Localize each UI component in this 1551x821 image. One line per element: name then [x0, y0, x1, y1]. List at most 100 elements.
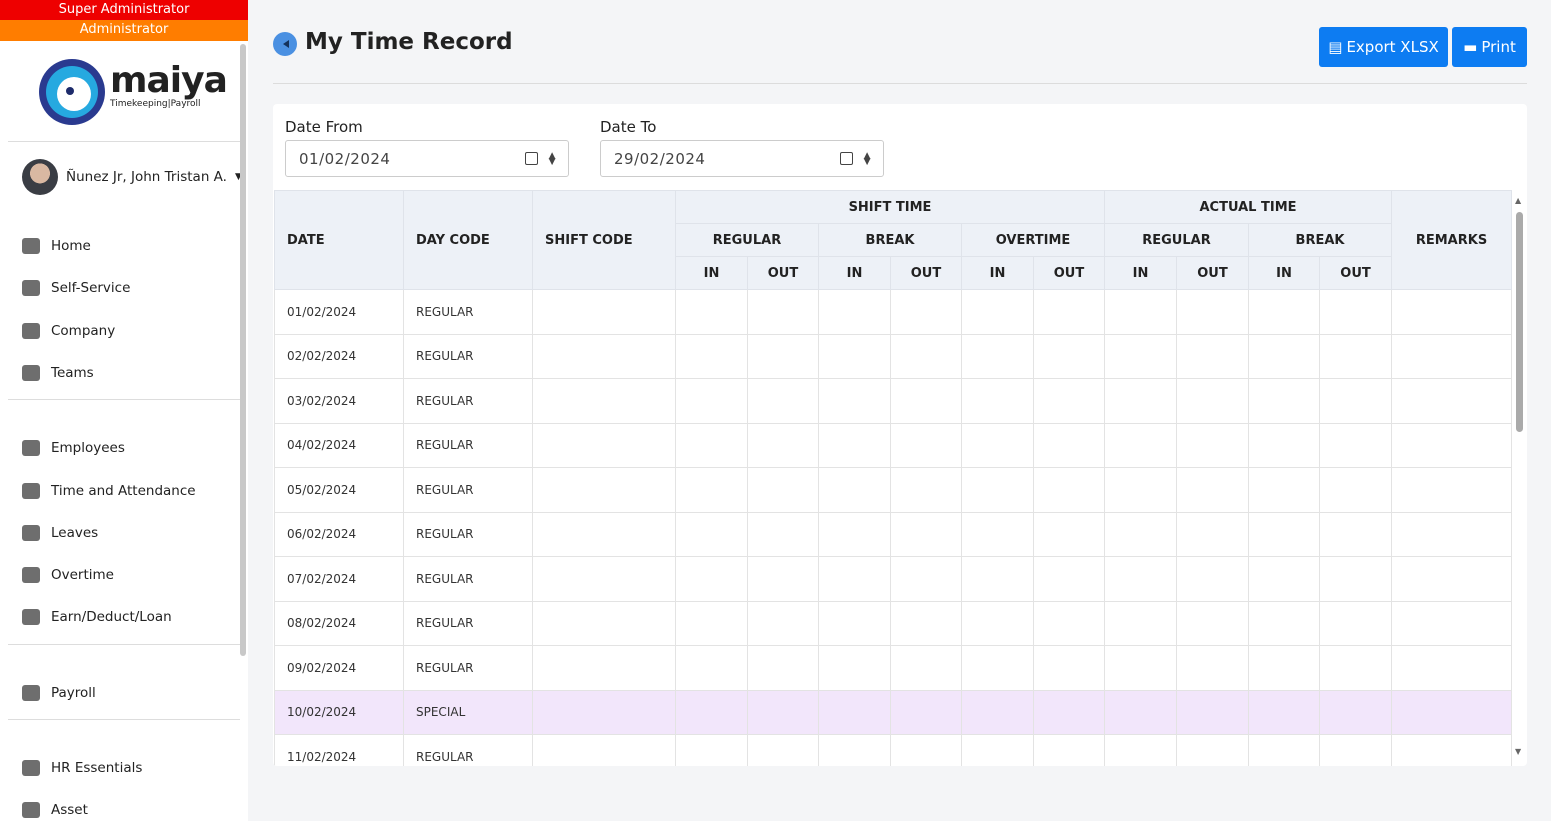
- empty-cell: [1033, 734, 1105, 766]
- empty-cell: [818, 289, 891, 335]
- menu-icon: [22, 684, 40, 701]
- empty-cell: [747, 378, 819, 424]
- empty-cell: [747, 333, 819, 379]
- empty-cell: [1248, 289, 1320, 335]
- empty-cell: [961, 422, 1034, 468]
- empty-cell: [1033, 689, 1105, 735]
- empty-cell: [1176, 333, 1249, 379]
- empty-cell: [961, 467, 1034, 513]
- table-row: 10/02/2024 SPECIAL: [274, 689, 1512, 735]
- empty-cell: [747, 289, 819, 335]
- in-out-header: IN: [675, 256, 748, 290]
- empty-cell: [1033, 422, 1105, 468]
- empty-cell: [1104, 511, 1177, 557]
- menu-item[interactable]: Employees: [22, 440, 125, 457]
- empty-cell: [1104, 734, 1177, 766]
- subgroup-header: BREAK: [1247, 223, 1393, 257]
- menu-label: Leaves: [51, 524, 99, 541]
- empty-cell: [675, 333, 748, 379]
- menu-item[interactable]: Payroll: [22, 684, 96, 701]
- empty-cell: [961, 289, 1034, 335]
- empty-cell: [532, 289, 676, 335]
- menu-item[interactable]: Asset: [22, 802, 88, 819]
- in-out-header: OUT: [1033, 256, 1105, 290]
- menu-item[interactable]: Teams: [22, 364, 94, 381]
- empty-cell: [890, 511, 962, 557]
- menu-label: Company: [51, 322, 116, 339]
- print-button[interactable]: ▬ Print: [1452, 27, 1527, 67]
- empty-cell: [818, 378, 891, 424]
- empty-cell: [1318, 422, 1393, 468]
- empty-cell: [890, 289, 962, 335]
- menu-icon: [22, 238, 40, 254]
- empty-cell: [675, 689, 748, 735]
- empty-cell: [1176, 734, 1249, 766]
- group-header: SHIFT TIME: [675, 190, 1105, 224]
- menu-item[interactable]: HR Essentials: [22, 760, 142, 776]
- table-scrollbar[interactable]: ▲ ▼: [1515, 196, 1523, 756]
- table-row: 09/02/2024 REGULAR: [274, 645, 1512, 691]
- logo-mark: [39, 59, 105, 125]
- table-row: 06/02/2024 REGULAR: [274, 511, 1512, 557]
- day-code-cell: REGULAR: [403, 556, 533, 602]
- column-header: DATE: [274, 190, 404, 290]
- menu-item[interactable]: Leaves: [22, 524, 99, 541]
- day-code-cell: REGULAR: [403, 600, 533, 646]
- day-code-cell: REGULAR: [403, 378, 533, 424]
- empty-cell: [1104, 645, 1177, 691]
- table-row: 11/02/2024 REGULAR: [274, 734, 1512, 766]
- user-menu[interactable]: Ñunez Jr, John Tristan A. ▼: [22, 159, 242, 195]
- avatar: [22, 159, 58, 195]
- empty-cell: [818, 734, 891, 766]
- empty-cell: [890, 556, 962, 602]
- empty-cell: [532, 511, 676, 557]
- empty-cell: [1176, 511, 1249, 557]
- empty-cell: [1318, 645, 1393, 691]
- menu-icon: [22, 482, 40, 499]
- menu-item[interactable]: Earn/Deduct/Loan: [22, 609, 172, 626]
- menu-label: Employees: [51, 440, 125, 457]
- empty-cell: [747, 600, 819, 646]
- empty-cell: [1176, 422, 1249, 468]
- empty-cell: [675, 600, 748, 646]
- menu-label: Overtime: [51, 567, 114, 584]
- date-input[interactable]: 01/02/2024 ▲ ▼: [285, 140, 569, 177]
- column-header: SHIFT CODE: [532, 190, 676, 290]
- subgroup-header: BREAK: [818, 223, 962, 257]
- menu-item[interactable]: Time and Attendance: [22, 482, 196, 499]
- column-header: REMARKS: [1391, 190, 1512, 290]
- day-code-cell: REGULAR: [403, 422, 533, 468]
- in-out-header: IN: [1248, 256, 1320, 290]
- table-row: 05/02/2024 REGULAR: [274, 467, 1512, 513]
- empty-cell: [675, 734, 748, 766]
- empty-cell: [818, 467, 891, 513]
- empty-cell: [890, 467, 962, 513]
- logo[interactable]: maiya Timekeeping|Payroll: [38, 58, 228, 128]
- empty-cell: [890, 422, 962, 468]
- menu-icon: [22, 609, 40, 626]
- empty-cell: [1391, 333, 1512, 379]
- back-button[interactable]: [273, 32, 297, 56]
- date-cell: 10/02/2024: [274, 689, 404, 735]
- record-card: Date From 01/02/2024 ▲ ▼ Date To 29/02/2024 ▲ ▼…: [273, 104, 1527, 766]
- time-record-table: DATE DAY CODE SHIFT CODE SHIFT TIME ACTUAL T…: [274, 190, 1512, 766]
- empty-cell: [1318, 600, 1393, 646]
- menu-item[interactable]: Overtime: [22, 567, 114, 584]
- empty-cell: [532, 689, 676, 735]
- empty-cell: [675, 422, 748, 468]
- menu-item[interactable]: Self-Service: [22, 280, 130, 297]
- empty-cell: [890, 378, 962, 424]
- empty-cell: [747, 467, 819, 513]
- menu-label: Payroll: [51, 684, 96, 701]
- empty-cell: [1033, 556, 1105, 602]
- empty-cell: [1104, 556, 1177, 602]
- role-badge: Super Administrator: [0, 0, 248, 20]
- empty-cell: [961, 378, 1034, 424]
- scrollbar[interactable]: [240, 44, 246, 656]
- date-input[interactable]: 29/02/2024 ▲ ▼: [600, 140, 884, 177]
- menu-item[interactable]: Home: [22, 238, 91, 254]
- menu-item[interactable]: Company: [22, 322, 116, 339]
- export-button[interactable]: ▤ Export XLSX: [1319, 27, 1448, 67]
- empty-cell: [818, 556, 891, 602]
